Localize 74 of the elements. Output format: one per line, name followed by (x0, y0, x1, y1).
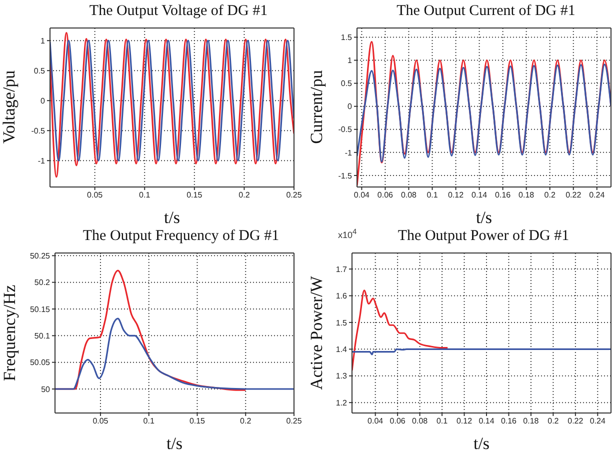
x-tick-label: 0.25 (286, 416, 302, 426)
x-tick-label: 0.12 (456, 416, 473, 426)
y-tick-label: 1.7 (336, 264, 348, 274)
x-tick-label: 0.2 (548, 416, 560, 426)
x-tick-label: 0.1 (436, 416, 448, 426)
x-tick-label: 0.08 (400, 190, 418, 200)
x-tick-label: 0.22 (566, 190, 582, 200)
y-tick-label: 0.5 (340, 79, 353, 88)
x-tick-label: 0.18 (518, 190, 535, 200)
x-tick-label: 0.08 (412, 416, 428, 426)
x-tick-label: 0.1 (139, 190, 151, 200)
x-axis-title: t/s (164, 208, 180, 227)
y-axis-title: Voltage/pu (0, 70, 20, 144)
y-tick-label: 0 (40, 96, 46, 106)
line-series (352, 290, 448, 372)
chart-title: The Output Voltage of DG #1 (88, 3, 269, 20)
x-tick-label: 0.22 (568, 416, 584, 426)
line-series (50, 40, 294, 162)
x-tick-label: 0.2 (240, 416, 252, 426)
x-tick-label: 0.25 (286, 190, 302, 200)
y-axis-title: Frequency/Hz (0, 284, 20, 381)
y-tick-label: 50.2 (34, 278, 51, 288)
x-tick-label: 0.24 (589, 190, 606, 200)
x-tick-label: 0.12 (448, 190, 464, 200)
y-tick-label: 1.2 (336, 398, 348, 408)
x-tick-label: 0.24 (590, 416, 606, 426)
text: x10$^{4}$ (338, 227, 357, 240)
x-tick-label: 0.1 (426, 190, 438, 200)
x-axis-title: t/s (166, 434, 183, 451)
chart-title: The Output Current of DG #1 (396, 3, 576, 20)
y-tick-label: 0 (348, 102, 353, 112)
y-tick-label: -0.5 (338, 125, 353, 134)
chart-title: The Output Frequency of DG #1 (82, 228, 280, 245)
y-tick-label: 50.15 (30, 304, 51, 314)
x-tick-label: 0.16 (500, 416, 518, 426)
line-series (55, 318, 294, 390)
x-axis-title: t/s (476, 208, 492, 227)
y-tick-label: 50.25 (30, 252, 51, 261)
y-tick-label: 1.5 (336, 318, 348, 328)
y-tick-label: -1 (38, 156, 46, 166)
y-tick-label: 50 (41, 384, 51, 394)
x-tick-label: 0.1 (143, 416, 155, 426)
y-tick-label: 1 (348, 56, 353, 66)
x-tick-label: 0.14 (478, 416, 495, 426)
x-tick-label: 0.2 (238, 190, 250, 200)
line-series (50, 32, 294, 178)
y-tick-label: 0.5 (34, 66, 46, 76)
y-tick-label: 1.3 (336, 372, 348, 381)
y-tick-label: 1.4 (336, 345, 348, 354)
x-tick-label: 0.15 (186, 190, 203, 200)
y-tick-label: 1.6 (336, 292, 348, 301)
y-axis-title: Active Power/W (307, 276, 327, 390)
x-tick-label: 0.2 (544, 190, 556, 200)
x-axis-title: t/s (473, 434, 490, 451)
y-axis-title: Current/pu (307, 70, 327, 144)
x-tick-label: 0.06 (377, 190, 394, 200)
y-tick-label: -0.5 (31, 126, 46, 136)
y-tick-label: 1 (40, 36, 46, 46)
x-tick-label: 0.04 (368, 416, 384, 426)
x-tick-label: 0.05 (92, 416, 109, 426)
y-tick-label: 50.1 (34, 332, 51, 341)
line-series (357, 64, 611, 162)
x-tick-label: 0.05 (87, 190, 104, 200)
x-tick-label: 0.14 (472, 190, 488, 200)
x-tick-label: 0.16 (495, 190, 512, 200)
x-tick-label: 0.04 (354, 190, 370, 200)
y-tick-label: -1 (344, 148, 353, 158)
y-tick-label: 50.05 (30, 358, 51, 368)
x-tick-label: 0.06 (390, 416, 406, 426)
x-tick-label: 0.18 (523, 416, 540, 426)
y-tick-label: -1.5 (338, 171, 353, 180)
y-tick-label: 1.5 (340, 33, 353, 42)
chart-title: The Output Power of DG #1 (398, 228, 570, 244)
x-tick-label: 0.15 (189, 416, 206, 426)
